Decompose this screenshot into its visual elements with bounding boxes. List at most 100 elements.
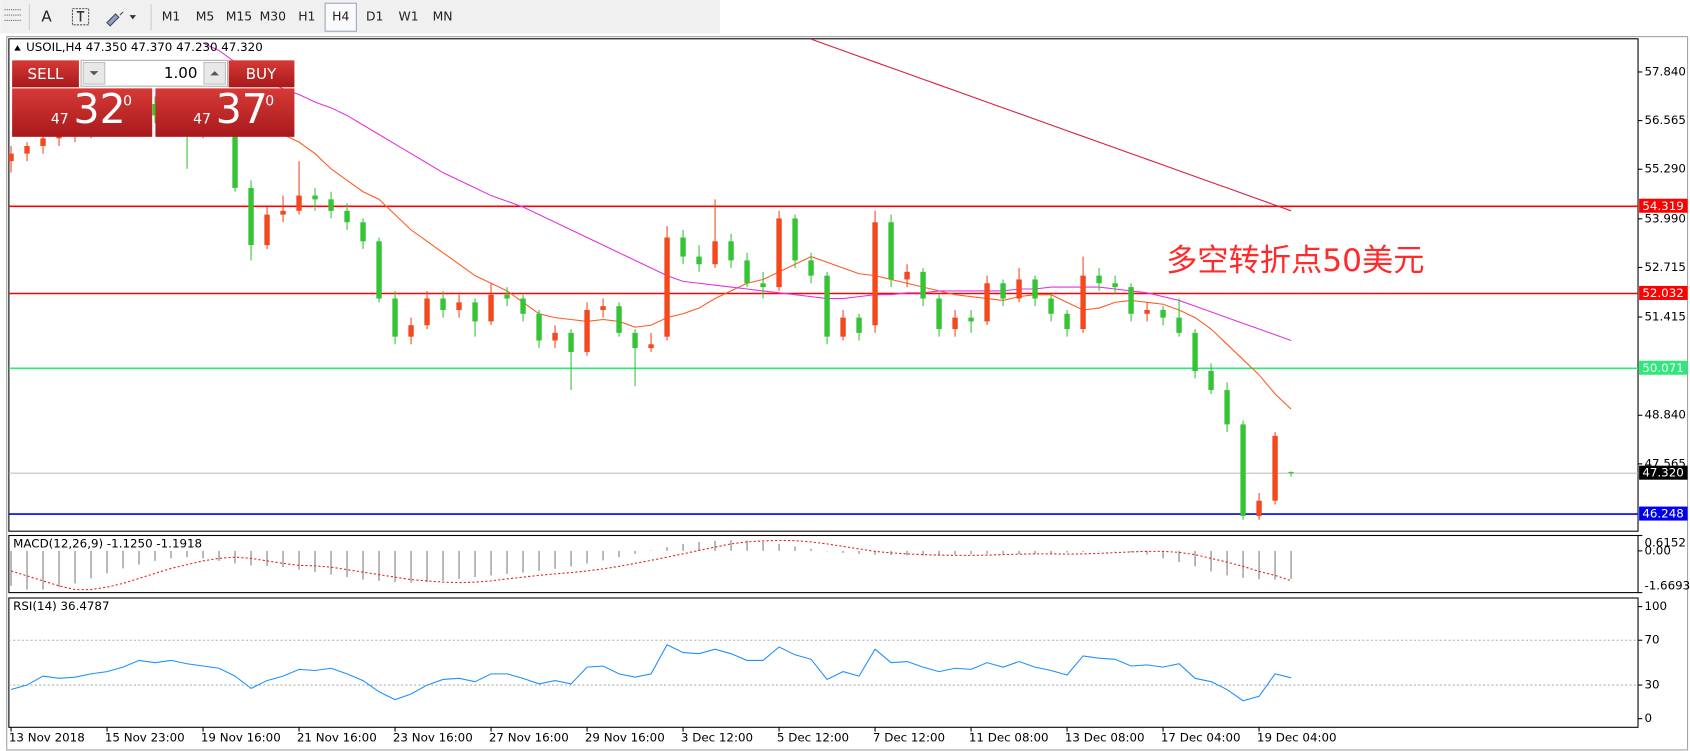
label-tool-glyph [76,11,85,22]
y-tick-label: -1.6693 [1644,579,1690,593]
y-tick-label: 70 [1644,633,1659,647]
candle-body [232,126,238,188]
candle-body [1016,279,1022,299]
candle-body [40,138,46,146]
candle-body [376,241,382,299]
y-tick-label: 57.840 [1644,64,1685,78]
active-timeframe [324,2,357,32]
x-tick-label: 17 Dec 04:00 [1161,731,1241,745]
text-tool[interactable]: A [41,8,52,26]
x-tick-label: 23 Nov 16:00 [393,731,473,745]
axis: 100 70 30 0 [1638,599,1667,725]
moving-average [282,134,1292,410]
buy-label[interactable]: BUY [246,65,277,83]
grid-icon[interactable] [4,9,22,22]
candle-body [1224,390,1230,425]
timeframes: M1 M5 M15 M30 H1 H4 D1 W1 MN [162,2,453,32]
x-tick-label: 27 Nov 16:00 [489,731,569,745]
candle-body [1048,298,1054,314]
rsi-line [10,644,1292,702]
candle-body [1096,275,1102,284]
candle-body [1240,424,1246,516]
candle-body [584,309,590,352]
candle-body [1032,279,1038,299]
candle-body [712,241,718,265]
candle-body [984,283,990,322]
candle-body [776,218,782,288]
candle-body [1176,317,1182,333]
candle-body [520,298,526,314]
y-tick-label: 0 [1644,711,1652,725]
label-tool[interactable] [71,8,90,26]
level-label: 46.248 [1642,507,1683,521]
candle-body [552,332,558,341]
chart-menu-arrow[interactable] [14,45,21,51]
pane-title: USOIL,H4 47.350 47.370 47.230 47.320 [26,40,263,54]
y-tick-label: 52.715 [1644,260,1685,274]
pane-title: RSI(14) 36.4787 [13,599,109,613]
candle-body [280,210,286,215]
bid-box[interactable] [12,88,153,137]
dropdown-arrow[interactable] [129,15,137,20]
candle-body [600,306,606,310]
ask-prefix: 47 [193,112,211,128]
draw-tool[interactable] [106,11,124,27]
timeframe-button[interactable]: M5 [196,9,215,24]
candle-body [536,313,542,341]
one-click-trading: SELL 1.00 BUY 47 32 0 47 37 0 [12,59,295,137]
candle-body [504,294,510,299]
candle-body [920,271,926,299]
candle-body [888,222,894,280]
candle-body [744,260,750,284]
ask-box[interactable] [155,88,295,137]
candle-body [440,298,446,310]
timeframe-button[interactable]: M1 [162,9,181,24]
buy-button[interactable] [228,60,295,88]
candle-body [696,256,702,265]
level-label-box [1639,360,1688,375]
last-price-box [1639,465,1688,480]
pane-content [8,38,1639,520]
candle-body [680,237,686,257]
annotation: 多空转折点50美元 [1166,243,1424,279]
last-price-label: 47.320 [1642,466,1683,480]
moving-average [202,42,1292,341]
timeframe-button[interactable]: W1 [399,9,419,24]
ask-suffix: 0 [265,93,274,109]
candle-body [296,195,302,211]
candle-body [152,104,158,116]
candle-body [264,214,270,246]
candle-body [1192,332,1198,372]
pane-content [10,539,1292,591]
timeframe-button[interactable]: D1 [366,9,383,24]
x-tick-label: 19 Nov 16:00 [201,731,281,745]
lots-box[interactable] [80,59,229,87]
bid-suffix: 0 [123,93,132,109]
level-label-box [1639,506,1688,521]
candle-body [1064,313,1070,330]
x-tick-label: 13 Dec 08:00 [1065,731,1145,745]
candle-body [952,317,958,330]
timeframe-button[interactable]: M30 [260,9,287,24]
lots-value[interactable]: 1.00 [164,64,198,82]
timeframe-button[interactable]: M15 [226,9,252,24]
timeframe-button[interactable]: H1 [298,9,315,24]
candle-body [824,275,830,337]
candle-body [568,332,574,352]
sell-button[interactable] [12,60,79,88]
y-tick-label: 56.565 [1644,113,1685,127]
timeframe-button[interactable]: MN [433,9,453,24]
candle-body [792,218,798,261]
level-label: 50.071 [1642,361,1683,375]
sell-label[interactable]: SELL [28,65,64,83]
candle-body [1144,309,1150,314]
candle-body [904,271,910,280]
x-tick-label: 5 Dec 12:00 [777,731,849,745]
y-tick-label: 100 [1644,599,1667,613]
candle-body [312,195,318,200]
timeframe-button[interactable]: H4 [332,9,349,24]
candle-body [872,222,878,326]
x-tick-label: 7 Dec 12:00 [873,731,945,745]
